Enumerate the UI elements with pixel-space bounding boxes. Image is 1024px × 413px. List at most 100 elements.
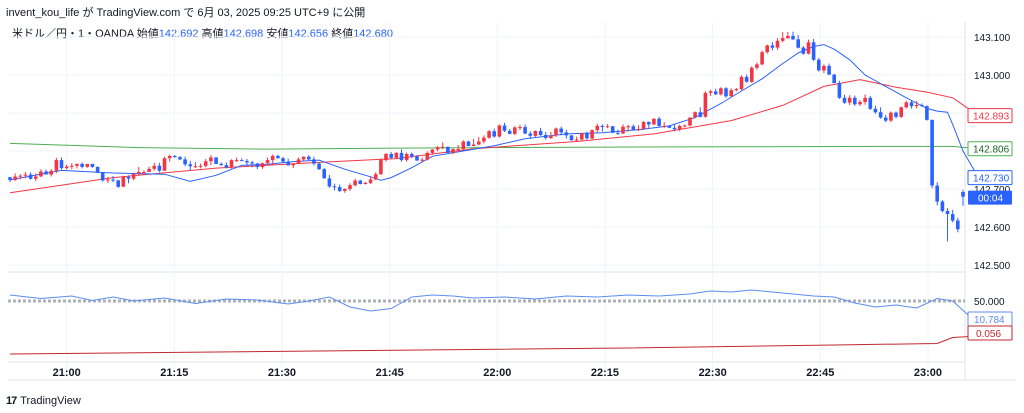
candle-body: [466, 141, 471, 147]
candle-body: [940, 201, 945, 211]
y-tick-label: 142.600: [974, 223, 1011, 234]
candle-body: [641, 122, 646, 129]
x-tick-label: 22:15: [591, 367, 619, 379]
candle-body: [116, 180, 120, 187]
candle-body: [719, 88, 723, 95]
candle-body: [729, 90, 733, 97]
candle-body: [85, 163, 90, 167]
candle-body: [899, 107, 903, 117]
candle-body: [183, 159, 187, 165]
x-tick-label: 21:00: [53, 367, 81, 379]
candle-body: [765, 45, 769, 53]
candle-body: [260, 163, 265, 167]
y-tick-label: 142.500: [974, 261, 1011, 272]
candle-body: [446, 146, 450, 153]
candle-body: [497, 125, 502, 137]
candle-body: [224, 165, 229, 168]
candle-body: [394, 152, 399, 158]
candle-body: [858, 102, 862, 105]
candle-body: [559, 128, 563, 133]
candle-body: [296, 159, 301, 164]
candle-body: [461, 141, 466, 150]
candle-body: [106, 179, 110, 181]
candle-body: [487, 131, 491, 138]
candle-body: [23, 174, 28, 176]
x-tick-label: 21:15: [160, 367, 188, 379]
moving-averages: [9, 44, 979, 194]
candle-body: [111, 179, 115, 181]
ma-fast-price-tag: 142.730: [973, 174, 1010, 185]
candle-body: [255, 163, 260, 167]
candle-body: [889, 112, 893, 121]
candle-body: [549, 135, 553, 139]
candle-body: [847, 97, 852, 103]
candle-body: [647, 122, 651, 125]
rsi-value-label: 10.784: [974, 315, 1005, 326]
candle-body: [878, 112, 883, 118]
grid-lines: [8, 22, 1016, 381]
price-axis[interactable]: 143.100 143.000 142.700 142.600 142.500 142.8…: [967, 33, 1013, 272]
candle-body: [456, 149, 460, 151]
candle-body: [157, 165, 162, 171]
candle-body: [348, 185, 352, 189]
candle-body: [564, 132, 569, 136]
time-axis[interactable]: 21:00 21:15 21:30 21:45 22:00 22:15 22:30 22:45…: [53, 367, 942, 379]
candle-body: [18, 175, 23, 177]
candle-body: [822, 65, 826, 71]
candle-body: [126, 176, 131, 179]
candle-body: [39, 171, 43, 177]
candle-body: [219, 163, 223, 165]
candle-body: [90, 163, 95, 167]
candle-body: [229, 160, 234, 168]
candle-body: [791, 35, 795, 40]
x-tick-label: 22:00: [483, 367, 511, 379]
candle-body: [832, 74, 836, 83]
candle-body: [507, 130, 512, 134]
publish-header: invent_kou_life が TradingView.com で 6月 0…: [6, 7, 366, 19]
candle-body: [744, 76, 749, 82]
candle-body: [193, 166, 198, 168]
candle-body: [425, 152, 430, 160]
candle-body: [626, 126, 630, 128]
sub-indicators: 50.000 10.784 0.056: [8, 289, 1013, 355]
candle-body: [569, 135, 574, 141]
candle-body: [353, 180, 357, 186]
candle-body: [652, 118, 656, 125]
candle-body: [203, 161, 208, 166]
candle-body: [770, 45, 775, 48]
candle-body: [688, 117, 692, 126]
candle-body: [291, 163, 296, 166]
candle-body: [477, 141, 481, 145]
candle-body: [657, 118, 661, 126]
candle-body: [317, 163, 321, 170]
candle-body: [817, 59, 821, 71]
candle-body: [945, 211, 950, 214]
candle-body: [610, 126, 615, 133]
candle-body: [142, 171, 146, 173]
candle-body: [8, 177, 12, 180]
candles: [8, 31, 965, 242]
candle-body: [131, 173, 136, 179]
candle-body: [214, 157, 218, 164]
candle-body: [595, 125, 600, 131]
sub2-value-label: 0.056: [976, 329, 1001, 340]
candle-body: [513, 127, 517, 134]
candle-body: [188, 164, 193, 167]
candle-body: [80, 163, 84, 167]
countdown-box: [968, 190, 1012, 205]
candle-body: [307, 156, 311, 160]
candle-body: [482, 137, 486, 142]
candle-body: [863, 97, 867, 102]
candle-body: [837, 83, 842, 98]
x-tick-label: 21:45: [376, 367, 404, 379]
candle-body: [883, 117, 888, 121]
candle-body: [70, 165, 74, 167]
candle-body: [580, 133, 584, 140]
candle-body: [451, 149, 455, 153]
rsi-mid-label: 50.000: [974, 297, 1005, 308]
candle-body: [13, 176, 17, 180]
candle-body: [281, 158, 285, 162]
candle-body: [631, 126, 636, 130]
candle-body: [806, 42, 811, 54]
